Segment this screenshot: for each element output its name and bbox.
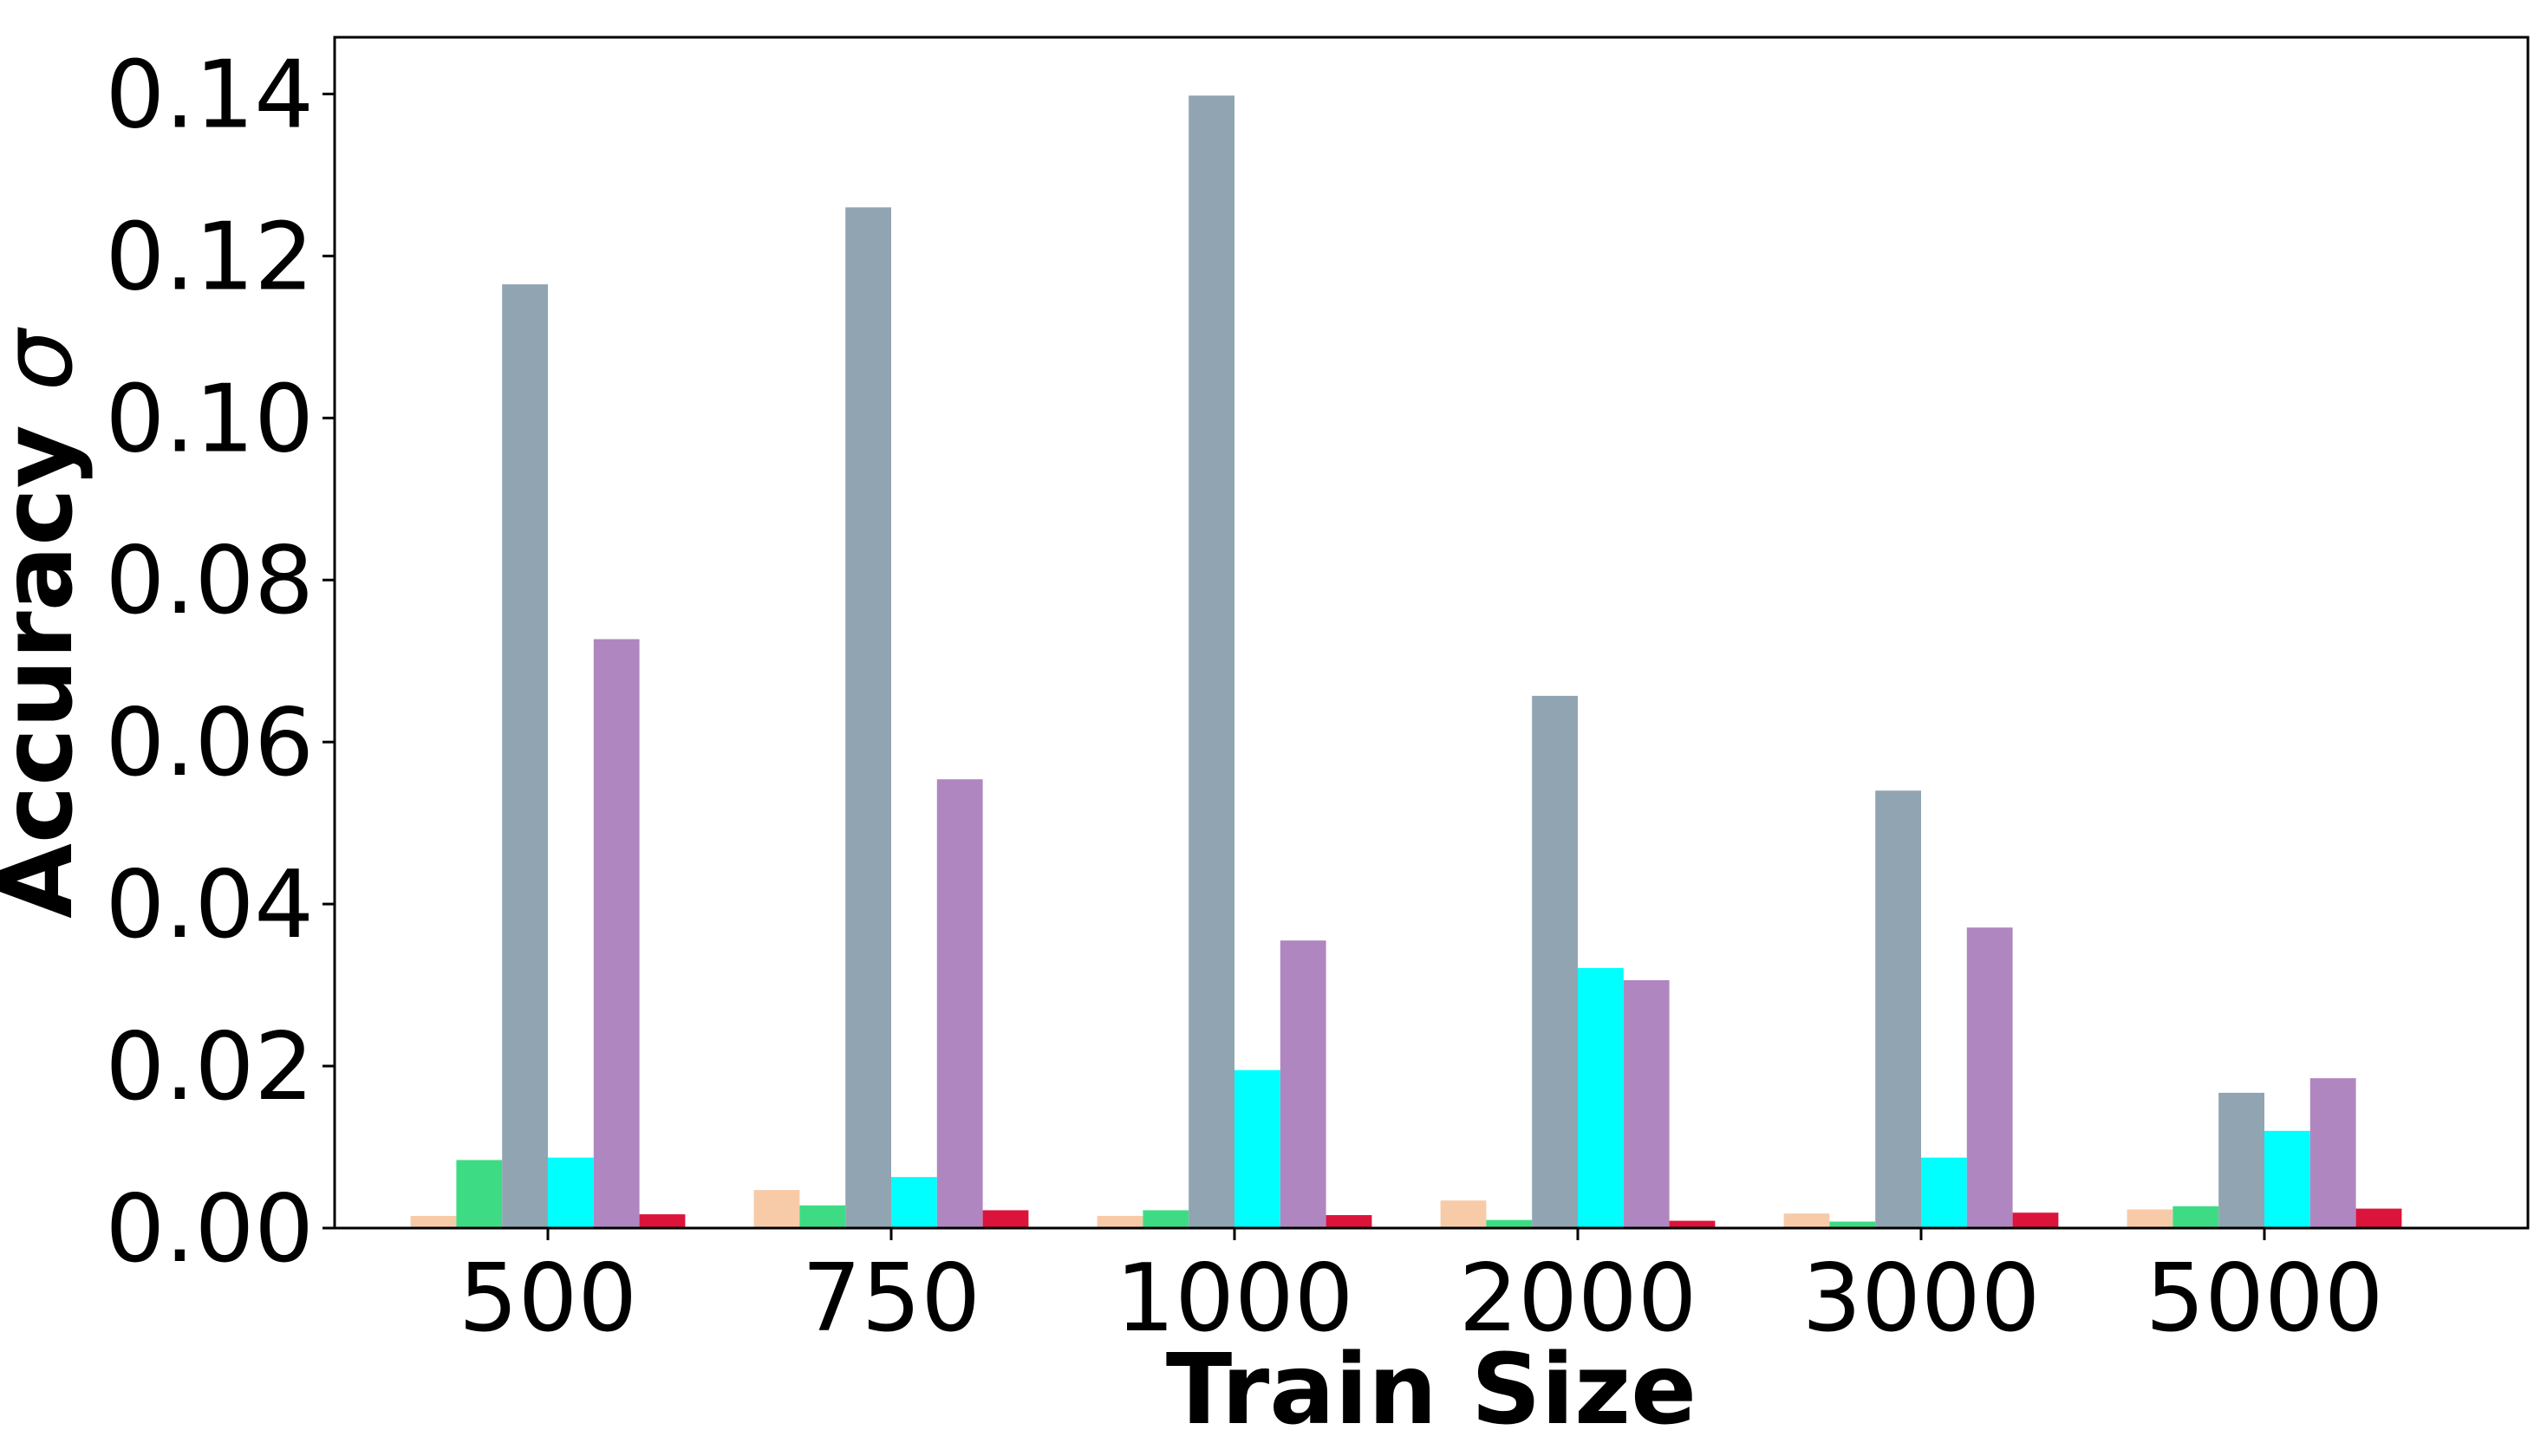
y-tick-label: 0.02 (106, 1013, 314, 1121)
bar-series-2-1000 (1143, 1210, 1189, 1228)
bar-series-3-3000 (1875, 790, 1921, 1228)
y-tick-label: 0.04 (106, 851, 314, 959)
bar-series-1-1000 (1097, 1215, 1143, 1228)
x-tick-label: 2000 (1459, 1245, 1697, 1353)
bar-series-1-5000 (2127, 1209, 2173, 1228)
bar-series-2-500 (456, 1160, 503, 1228)
y-tick-label: 0.06 (106, 689, 314, 797)
bar-series-1-2000 (1440, 1200, 1487, 1228)
y-tick-label: 0.14 (106, 41, 314, 149)
bar-series-1-750 (753, 1190, 800, 1228)
bar-series-3-500 (502, 284, 548, 1228)
bar-series-6-750 (982, 1210, 1029, 1228)
x-tick-label: 750 (802, 1245, 980, 1353)
bar-series-1-3000 (1783, 1213, 1830, 1228)
bar-series-4-3000 (1921, 1157, 1967, 1228)
bar-series-3-2000 (1532, 695, 1578, 1228)
bar-series-5-3000 (1966, 927, 2013, 1228)
y-tick-label: 0.08 (106, 527, 314, 635)
y-axis-ticks: 0.00 0.02 0.04 0.06 0.08 0.10 0.12 0.14 (106, 41, 335, 1284)
bar-series-2-750 (799, 1205, 846, 1228)
bar-series-5-500 (593, 639, 640, 1228)
y-tick-label: 0.00 (106, 1175, 314, 1284)
bar-series-3-5000 (2218, 1092, 2264, 1228)
bar-series-5-1000 (1280, 940, 1326, 1228)
x-tick-label: 500 (459, 1245, 637, 1353)
bars-group (410, 95, 2402, 1228)
bar-series-4-750 (891, 1177, 937, 1228)
bar-series-6-500 (639, 1214, 686, 1228)
bar-series-6-1000 (1326, 1215, 1372, 1228)
y-axis-label: Accuracy σ (0, 327, 94, 918)
x-axis-label: Train Size (1166, 1334, 1697, 1446)
x-tick-label: 1000 (1116, 1245, 1354, 1353)
bar-series-5-2000 (1623, 979, 1670, 1228)
bar-series-6-3000 (2012, 1212, 2059, 1228)
x-tick-label: 3000 (1802, 1245, 2041, 1353)
bar-series-2-3000 (1829, 1221, 1876, 1228)
y-axis-label-symbol: σ (0, 327, 94, 391)
y-tick-label: 0.10 (106, 365, 314, 473)
bar-series-3-1000 (1189, 95, 1234, 1228)
bar-series-5-5000 (2309, 1078, 2356, 1228)
bar-series-1-500 (410, 1215, 457, 1228)
bar-series-4-2000 (1578, 967, 1624, 1228)
bar-series-2-5000 (2172, 1206, 2219, 1228)
x-axis-ticks: 500 750 1000 2000 3000 5000 (459, 1228, 2384, 1353)
bar-series-4-500 (548, 1157, 594, 1228)
y-tick-label: 0.12 (106, 203, 314, 311)
x-tick-label: 5000 (2146, 1245, 2384, 1353)
bar-series-4-1000 (1234, 1069, 1280, 1228)
bar-series-3-750 (845, 207, 891, 1228)
bar-series-2-2000 (1486, 1219, 1533, 1228)
bar-series-6-2000 (1669, 1220, 1716, 1228)
plot-frame (333, 36, 2530, 1230)
bar-series-4-5000 (2264, 1130, 2310, 1228)
y-axis-label-text: Accuracy (0, 425, 94, 918)
bar-series-5-750 (936, 779, 983, 1228)
bar-series-6-5000 (2355, 1208, 2402, 1228)
